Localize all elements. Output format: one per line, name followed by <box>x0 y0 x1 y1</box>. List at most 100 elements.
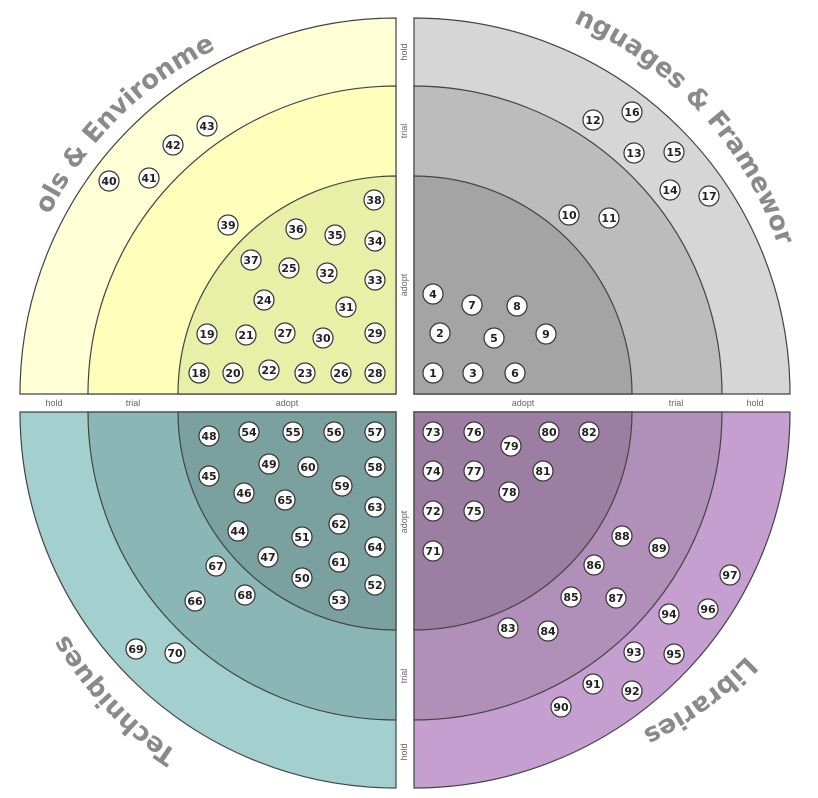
blip-78[interactable]: 78 <box>498 481 520 503</box>
blip-circle[interactable] <box>422 540 444 562</box>
blip-circle[interactable] <box>550 696 572 718</box>
blip-88[interactable]: 88 <box>611 525 633 547</box>
blip-31[interactable]: 31 <box>335 296 357 318</box>
blip-circle[interactable] <box>253 289 275 311</box>
blip-circle[interactable] <box>483 327 505 349</box>
blip-41[interactable]: 41 <box>138 167 160 189</box>
blip-11[interactable]: 11 <box>598 207 620 229</box>
blip-22[interactable]: 22 <box>258 359 280 381</box>
blip-circle[interactable] <box>697 598 719 620</box>
blip-circle[interactable] <box>558 204 580 226</box>
blip-circle[interactable] <box>162 134 184 156</box>
blip-70[interactable]: 70 <box>164 642 186 664</box>
blip-circle[interactable] <box>240 249 262 271</box>
blip-circle[interactable] <box>429 322 451 344</box>
blip-circle[interactable] <box>621 101 643 123</box>
blip-circle[interactable] <box>364 230 386 252</box>
blip-58[interactable]: 58 <box>364 456 386 478</box>
blip-circle[interactable] <box>164 642 186 664</box>
blip-25[interactable]: 25 <box>278 257 300 279</box>
blip-circle[interactable] <box>462 362 484 384</box>
blip-3[interactable]: 3 <box>462 362 484 384</box>
blip-circle[interactable] <box>422 283 444 305</box>
blip-7[interactable]: 7 <box>461 294 483 316</box>
blip-18[interactable]: 18 <box>188 362 210 384</box>
blip-circle[interactable] <box>663 141 685 163</box>
blip-97[interactable]: 97 <box>719 564 741 586</box>
blip-91[interactable]: 91 <box>582 673 604 695</box>
blip-72[interactable]: 72 <box>422 500 444 522</box>
blip-76[interactable]: 76 <box>463 421 485 443</box>
blip-circle[interactable] <box>238 421 260 443</box>
blip-circle[interactable] <box>323 421 345 443</box>
blip-circle[interactable] <box>198 425 220 447</box>
blip-circle[interactable] <box>582 673 604 695</box>
blip-67[interactable]: 67 <box>205 555 227 577</box>
blip-circle[interactable] <box>198 465 220 487</box>
blip-15[interactable]: 15 <box>663 141 685 163</box>
blip-circle[interactable] <box>658 603 680 625</box>
blip-45[interactable]: 45 <box>198 465 220 487</box>
blip-20[interactable]: 20 <box>222 362 244 384</box>
blip-60[interactable]: 60 <box>297 456 319 478</box>
blip-circle[interactable] <box>623 641 645 663</box>
blip-circle[interactable] <box>582 109 604 131</box>
blip-66[interactable]: 66 <box>184 590 206 612</box>
blip-19[interactable]: 19 <box>196 323 218 345</box>
blip-2[interactable]: 2 <box>429 322 451 344</box>
blip-circle[interactable] <box>282 421 304 443</box>
blip-56[interactable]: 56 <box>323 421 345 443</box>
blip-circle[interactable] <box>537 620 559 642</box>
blip-69[interactable]: 69 <box>125 638 147 660</box>
blip-63[interactable]: 63 <box>364 496 386 518</box>
blip-circle[interactable] <box>623 142 645 164</box>
blip-96[interactable]: 96 <box>697 598 719 620</box>
blip-23[interactable]: 23 <box>294 362 316 384</box>
blip-24[interactable]: 24 <box>253 289 275 311</box>
blip-circle[interactable] <box>235 324 257 346</box>
blip-circle[interactable] <box>274 489 296 511</box>
blip-circle[interactable] <box>364 322 386 344</box>
blip-39[interactable]: 39 <box>217 214 239 236</box>
blip-50[interactable]: 50 <box>291 567 313 589</box>
blip-circle[interactable] <box>291 526 313 548</box>
blip-86[interactable]: 86 <box>583 554 605 576</box>
blip-circle[interactable] <box>258 359 280 381</box>
blip-circle[interactable] <box>500 435 522 457</box>
blip-circle[interactable] <box>274 322 296 344</box>
blip-93[interactable]: 93 <box>623 641 645 663</box>
blip-circle[interactable] <box>257 546 279 568</box>
blip-circle[interactable] <box>196 323 218 345</box>
blip-circle[interactable] <box>719 564 741 586</box>
blip-32[interactable]: 32 <box>316 262 338 284</box>
blip-circle[interactable] <box>532 460 554 482</box>
blip-circle[interactable] <box>205 555 227 577</box>
blip-circle[interactable] <box>222 362 244 384</box>
blip-81[interactable]: 81 <box>532 460 554 482</box>
blip-87[interactable]: 87 <box>605 587 627 609</box>
blip-circle[interactable] <box>188 362 210 384</box>
blip-17[interactable]: 17 <box>698 185 720 207</box>
blip-circle[interactable] <box>578 421 600 443</box>
blip-1[interactable]: 1 <box>422 362 444 384</box>
blip-71[interactable]: 71 <box>422 540 444 562</box>
blip-circle[interactable] <box>227 520 249 542</box>
blip-12[interactable]: 12 <box>582 109 604 131</box>
blip-42[interactable]: 42 <box>162 134 184 156</box>
blip-circle[interactable] <box>598 207 620 229</box>
blip-5[interactable]: 5 <box>483 327 505 349</box>
blip-circle[interactable] <box>583 554 605 576</box>
blip-51[interactable]: 51 <box>291 526 313 548</box>
blip-4[interactable]: 4 <box>422 283 444 305</box>
blip-35[interactable]: 35 <box>324 224 346 246</box>
blip-circle[interactable] <box>605 587 627 609</box>
blip-circle[interactable] <box>125 638 147 660</box>
blip-64[interactable]: 64 <box>364 536 386 558</box>
blip-circle[interactable] <box>233 482 255 504</box>
blip-circle[interactable] <box>648 537 670 559</box>
blip-circle[interactable] <box>138 167 160 189</box>
blip-circle[interactable] <box>285 218 307 240</box>
blip-30[interactable]: 30 <box>312 327 334 349</box>
blip-circle[interactable] <box>560 586 582 608</box>
blip-57[interactable]: 57 <box>364 421 386 443</box>
